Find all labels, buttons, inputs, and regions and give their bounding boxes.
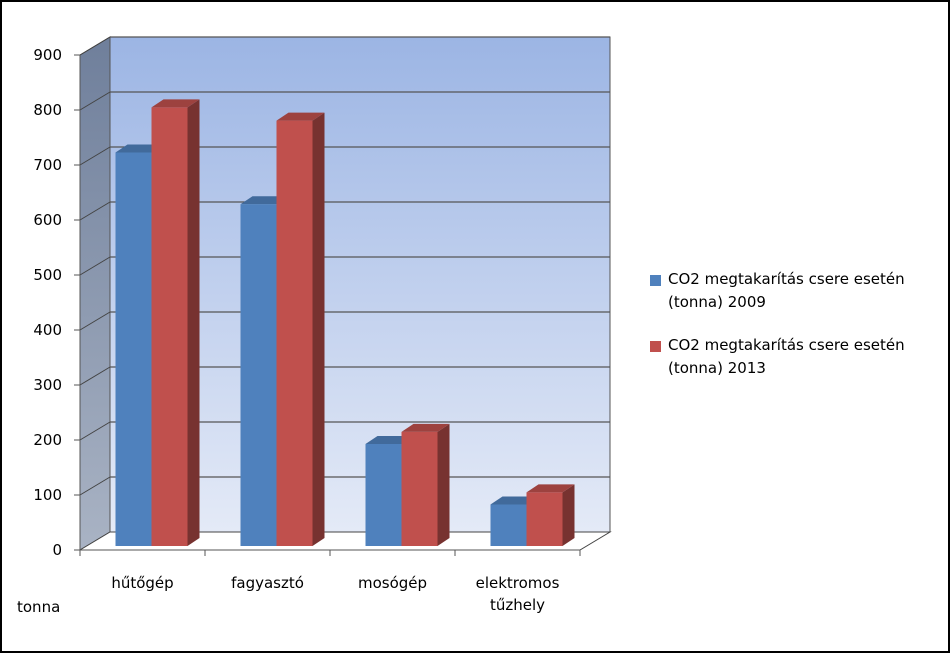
bar-side (437, 423, 450, 546)
gridline-side (79, 256, 111, 276)
bar-top (151, 99, 200, 108)
y-tick-label: 0 (52, 541, 62, 559)
bar-front (276, 120, 313, 546)
side-wall (79, 36, 111, 551)
bar-front (365, 444, 402, 546)
legend: CO2 megtakarítás csere esetén (tonna) 200… (650, 270, 905, 377)
x-category-label: elektromos tűzhely (476, 574, 560, 614)
y-tick-label: 500 (33, 266, 62, 284)
legend-label: (tonna) 2009 (668, 293, 766, 311)
gridline-side (79, 36, 111, 56)
gridline-side (79, 476, 111, 496)
bar-front (115, 152, 152, 546)
y-tick-label: 200 (33, 431, 62, 449)
legend-swatch (650, 341, 661, 352)
gridline-side (79, 366, 111, 386)
y-axis-label: tonna (17, 598, 60, 616)
bar-top (526, 484, 575, 493)
bars (115, 99, 575, 547)
x-category-label: hűtőgép (111, 574, 173, 592)
x-category-label: fagyasztó (231, 574, 304, 592)
x-category-label: mosógép (358, 574, 427, 592)
legend-label: CO2 megtakarítás csere esetén (668, 270, 905, 288)
bar (276, 112, 325, 546)
bar-top (276, 112, 325, 121)
bar-front (240, 204, 277, 546)
y-tick-label: 100 (33, 486, 62, 504)
gridline-side (79, 311, 111, 331)
bar-front (401, 431, 438, 546)
x-category-labels: hűtőgép fagyasztó mosógép elektromos tűzhely (111, 574, 559, 614)
bar-front (151, 107, 188, 547)
bar-side (562, 484, 575, 546)
bar-side (187, 99, 200, 547)
legend-swatch (650, 275, 661, 286)
bar-front (490, 504, 527, 546)
bar (151, 99, 200, 547)
legend-label: CO2 megtakarítás csere esetén (668, 336, 905, 354)
bar (401, 423, 450, 546)
y-tick-label: 700 (33, 156, 62, 174)
y-tick-label: 800 (33, 101, 62, 119)
bar-top (401, 423, 450, 432)
y-tick-labels: 0 100 200 300 400 500 600 700 800 900 (33, 46, 62, 559)
y-tick-label: 300 (33, 376, 62, 394)
bar (526, 484, 575, 546)
gridline-side (79, 91, 111, 111)
y-tick-label: 400 (33, 321, 62, 339)
bar-front (526, 492, 563, 546)
bar-side (312, 112, 325, 546)
y-tick-label: 600 (33, 211, 62, 229)
legend-label: (tonna) 2013 (668, 359, 766, 377)
axes (74, 54, 581, 556)
gridline-side (79, 201, 111, 221)
y-tick-label: 900 (33, 46, 62, 64)
gridline-side (79, 421, 111, 441)
gridline-side (79, 146, 111, 166)
